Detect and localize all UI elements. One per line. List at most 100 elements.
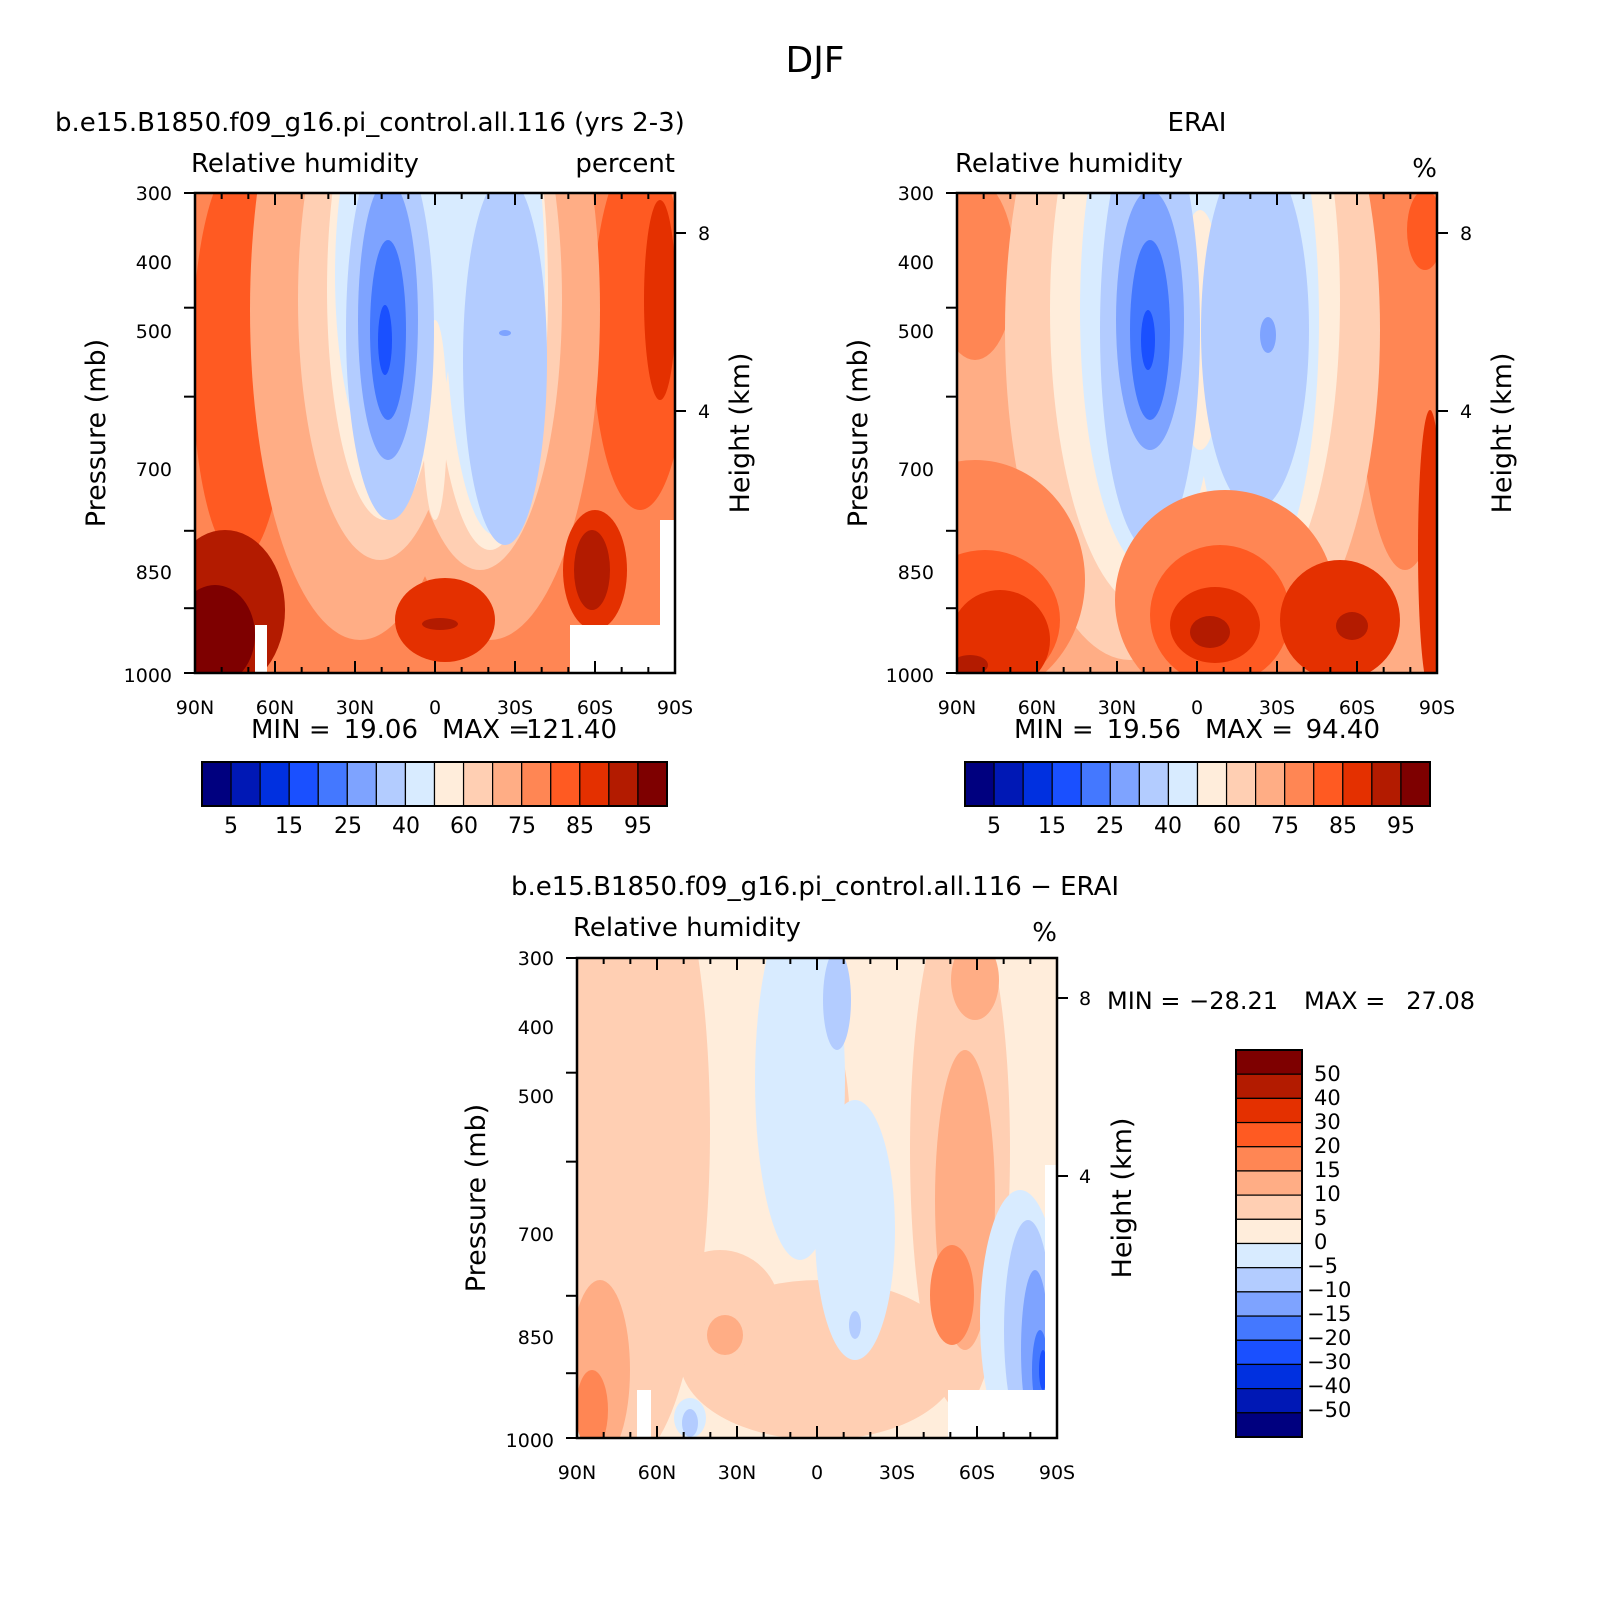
- x-tick-label: 60N: [1018, 697, 1056, 719]
- colorbar-swatch: [1235, 1412, 1303, 1438]
- colorbar-label: 15: [1314, 1158, 1341, 1182]
- panel-difference-ticks: [566, 957, 1058, 1439]
- panel-difference-field: [577, 958, 1057, 1438]
- colorbar-swatch: [608, 761, 639, 807]
- colorbar-label: 15: [275, 814, 303, 839]
- colorbar-swatch: [1235, 1242, 1303, 1269]
- panel-obs-x-tick-labels: 90N 60N 30N 0 30S 60S 90S: [938, 697, 1455, 719]
- colorbar-swatch: [1225, 761, 1257, 807]
- y-tick-label: 850: [136, 562, 172, 584]
- panel-difference-subtitle-left: Relative humidity: [573, 913, 801, 943]
- x-tick-label: 90N: [176, 697, 214, 719]
- x-tick-label: 60S: [577, 697, 613, 719]
- max-label: MAX =: [442, 715, 530, 745]
- max-value: 27.08: [1406, 987, 1475, 1015]
- colorbar-label: 5: [1314, 1206, 1327, 1230]
- min-label: MIN =: [1107, 987, 1180, 1015]
- y-tick-label: 1000: [886, 665, 934, 687]
- y2-tick-label: 8: [1079, 988, 1091, 1010]
- colorbar-swatch: [1138, 761, 1170, 807]
- panel-difference-ylabel: Pressure (mb): [461, 1104, 492, 1292]
- colorbar-label: 75: [508, 814, 536, 839]
- colorbar-label: 25: [1096, 814, 1124, 839]
- min-label: MIN =: [251, 715, 331, 745]
- y-tick-label: 1000: [124, 665, 172, 687]
- y-tick-label: 850: [898, 562, 934, 584]
- colorbar-label: 40: [1314, 1086, 1341, 1110]
- panel-difference-y-tick-labels: 300 400 500 700 850 1000: [506, 948, 554, 1452]
- x-tick-label: 30N: [336, 697, 374, 719]
- panel-difference-colorbar-labels: 50 40 30 20 15 10 5 0 −5 −10 −15 −20 −30…: [1307, 1062, 1351, 1422]
- colorbar-frame: [964, 761, 1431, 807]
- panel-obs-subtitle-left: Relative humidity: [955, 149, 1183, 179]
- colorbar-swatch: [1051, 761, 1082, 807]
- colorbar-swatch: [1235, 1073, 1303, 1099]
- colorbar-swatch: [1313, 761, 1344, 807]
- y2-tick-label: 4: [1460, 401, 1472, 423]
- x-tick-label: 60S: [959, 1462, 995, 1484]
- panel-model-subtitle-left: Relative humidity: [191, 149, 419, 179]
- x-tick-label: 90S: [657, 697, 693, 719]
- y-tick-label: 300: [898, 183, 934, 205]
- x-tick-label: 90N: [558, 1462, 596, 1484]
- colorbar-swatch: [637, 761, 668, 807]
- colorbar-swatch: [1235, 1194, 1303, 1220]
- panel-obs-colorbar-labels: 5 15 25 40 60 75 85 95: [987, 814, 1415, 839]
- panel-obs-colorbar: [964, 761, 1431, 807]
- panel-model-y2-tick-labels: 8 4: [675, 223, 710, 423]
- panel-obs-ylabel-right: Height (km): [1487, 353, 1518, 514]
- colorbar-label: −10: [1307, 1278, 1351, 1302]
- colorbar-label: −40: [1307, 1374, 1351, 1398]
- max-label: MAX =: [1205, 715, 1293, 745]
- colorbar-swatch: [1400, 761, 1431, 807]
- colorbar-swatch: [346, 761, 377, 807]
- x-tick-label: 90N: [938, 697, 976, 719]
- colorbar-swatch: [433, 761, 465, 807]
- colorbar-swatch: [1284, 761, 1315, 807]
- colorbar-label: −30: [1307, 1350, 1351, 1374]
- colorbar-swatch: [1235, 1218, 1303, 1245]
- colorbar-label: 95: [1387, 814, 1415, 839]
- colorbar-swatch: [1235, 1170, 1303, 1196]
- panel-model-y-tick-labels: 300 400 500 700 850 1000: [124, 183, 172, 687]
- colorbar-swatch: [1235, 1388, 1303, 1414]
- colorbar-swatch: [579, 761, 610, 807]
- colorbar-swatch: [317, 761, 348, 807]
- colorbar-label: 60: [450, 814, 478, 839]
- colorbar-swatch: [201, 761, 232, 807]
- max-value: 94.40: [1306, 715, 1380, 745]
- panel-difference-x-tick-labels: 90N 60N 30N 0 30S 60S 90S: [558, 1462, 1075, 1484]
- y-tick-label: 300: [518, 948, 554, 970]
- colorbar-label: 85: [566, 814, 594, 839]
- colorbar-swatch: [375, 761, 407, 807]
- panel-model-colorbar: [201, 761, 668, 807]
- colorbar-swatch: [550, 761, 581, 807]
- colorbar-swatch: [1235, 1049, 1303, 1075]
- colorbar-swatch: [964, 761, 995, 807]
- colorbar-label: −20: [1307, 1326, 1351, 1350]
- colorbar-swatch: [1080, 761, 1111, 807]
- colorbar-label: 40: [392, 814, 420, 839]
- colorbar-swatch: [1235, 1315, 1303, 1341]
- panel-difference-title: b.e15.B1850.f09_g16.pi_control.all.116 −…: [511, 872, 1119, 902]
- panel-difference: b.e15.B1850.f09_g16.pi_control.all.116 −…: [461, 872, 1475, 1484]
- colorbar-swatch: [288, 761, 319, 807]
- panel-obs-y-tick-labels: 300 400 500 700 850 1000: [886, 183, 934, 687]
- colorbar-label: 30: [1314, 1110, 1341, 1134]
- colorbar-label: 40: [1154, 814, 1182, 839]
- colorbar-label: 85: [1329, 814, 1357, 839]
- panel-model-ticks: [184, 192, 676, 674]
- panel-model-field: [195, 193, 675, 673]
- y2-tick-label: 4: [698, 401, 710, 423]
- panel-obs-y2-tick-labels: 8 4: [1437, 223, 1472, 423]
- panel-obs-title: ERAI: [1168, 108, 1227, 138]
- y-tick-label: 500: [898, 321, 934, 343]
- min-value: 19.06: [344, 715, 418, 745]
- x-tick-label: 0: [811, 1462, 823, 1484]
- panel-obs-ticks: [946, 192, 1438, 674]
- x-tick-label: 60S: [1339, 697, 1375, 719]
- colorbar-label: 95: [624, 814, 652, 839]
- colorbar-swatch: [462, 761, 494, 807]
- y-tick-label: 1000: [506, 1430, 554, 1452]
- colorbar-swatch: [1109, 761, 1140, 807]
